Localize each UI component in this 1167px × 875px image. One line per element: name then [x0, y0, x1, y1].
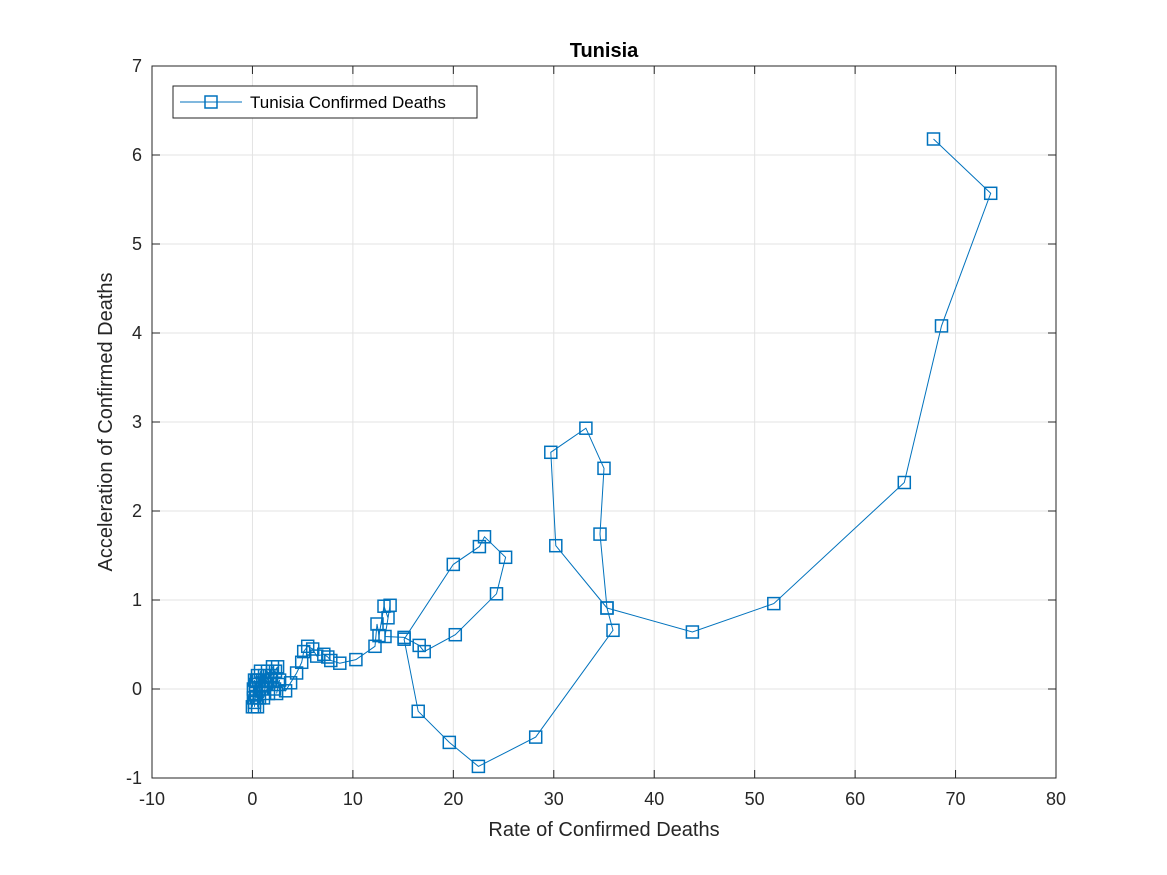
series-layer	[245, 132, 998, 774]
data-point-marker	[324, 653, 338, 668]
series-line	[251, 138, 992, 767]
data-point-marker	[269, 686, 284, 701]
y-tick-label: 1	[132, 590, 142, 610]
data-point-marker	[300, 639, 315, 654]
y-tick-label: -1	[126, 768, 142, 788]
data-point-marker	[368, 639, 382, 654]
data-point-marker	[417, 644, 431, 659]
data-point-marker	[442, 735, 457, 750]
y-tick-label: 5	[132, 234, 142, 254]
data-point-marker	[897, 475, 912, 490]
data-point-marker	[349, 652, 363, 667]
data-point-marker	[397, 632, 411, 646]
data-point-marker	[309, 649, 324, 663]
y-tick-label: 2	[132, 501, 142, 521]
x-tick-label: -10	[139, 789, 165, 809]
data-point-marker	[267, 682, 282, 696]
x-tick-label: 80	[1046, 789, 1066, 809]
data-point-marker	[600, 601, 614, 615]
legend-entry-label: Tunisia Confirmed Deaths	[250, 93, 446, 112]
legend: Tunisia Confirmed Deaths	[172, 85, 478, 119]
data-point-marker	[528, 730, 543, 744]
data-point-marker	[472, 539, 487, 554]
y-tick-label: 6	[132, 145, 142, 165]
data-point-marker	[597, 461, 611, 476]
x-tick-label: 20	[443, 789, 463, 809]
data-point-marker	[926, 132, 941, 146]
data-point-marker	[934, 319, 949, 333]
x-tick-label: 50	[745, 789, 765, 809]
data-point-marker	[411, 704, 425, 719]
data-point-marker	[593, 527, 607, 541]
data-point-marker	[606, 623, 620, 638]
data-point-marker	[268, 664, 283, 678]
y-tick-label: 7	[132, 56, 142, 76]
data-point-marker	[256, 691, 271, 705]
data-point-marker	[983, 186, 998, 201]
data-point-marker	[333, 656, 347, 670]
data-point-marker	[289, 666, 304, 680]
x-tick-label: 10	[343, 789, 363, 809]
data-point-marker	[278, 684, 293, 698]
data-point-marker	[767, 596, 781, 611]
data-point-marker	[471, 759, 486, 774]
data-point-marker	[549, 538, 563, 553]
data-point-marker	[544, 445, 558, 460]
data-point-marker	[383, 598, 397, 613]
data-point-marker	[446, 557, 461, 572]
data-point-marker	[255, 673, 270, 687]
x-tick-label: 0	[247, 789, 257, 809]
data-point-marker	[448, 627, 463, 642]
data-point-marker	[378, 629, 392, 644]
data-point-marker	[498, 550, 513, 565]
data-point-marker	[579, 421, 593, 435]
data-point-marker	[247, 695, 262, 710]
data-point-marker	[260, 664, 275, 678]
data-point-marker	[263, 673, 278, 687]
x-tick-label: 30	[544, 789, 564, 809]
y-axis-label: Acceleration of Confirmed Deaths	[95, 272, 117, 571]
y-tick-label: 3	[132, 412, 142, 432]
data-point-marker	[250, 668, 265, 683]
legend-marker-sample	[204, 95, 218, 109]
data-point-marker	[294, 655, 309, 670]
x-tick-label: 40	[644, 789, 664, 809]
data-point-marker	[254, 682, 269, 696]
data-point-marker	[489, 587, 504, 601]
x-tick-label: 70	[946, 789, 966, 809]
y-tick-label: 4	[132, 323, 142, 343]
x-tick-label: 60	[845, 789, 865, 809]
data-point-marker	[477, 530, 492, 544]
y-tick-label: 0	[132, 679, 142, 699]
x-axis-label: Rate of Confirmed Deaths	[488, 819, 719, 841]
chart-title: Tunisia	[570, 40, 639, 62]
data-point-marker	[685, 625, 700, 639]
data-point-marker	[270, 660, 285, 674]
